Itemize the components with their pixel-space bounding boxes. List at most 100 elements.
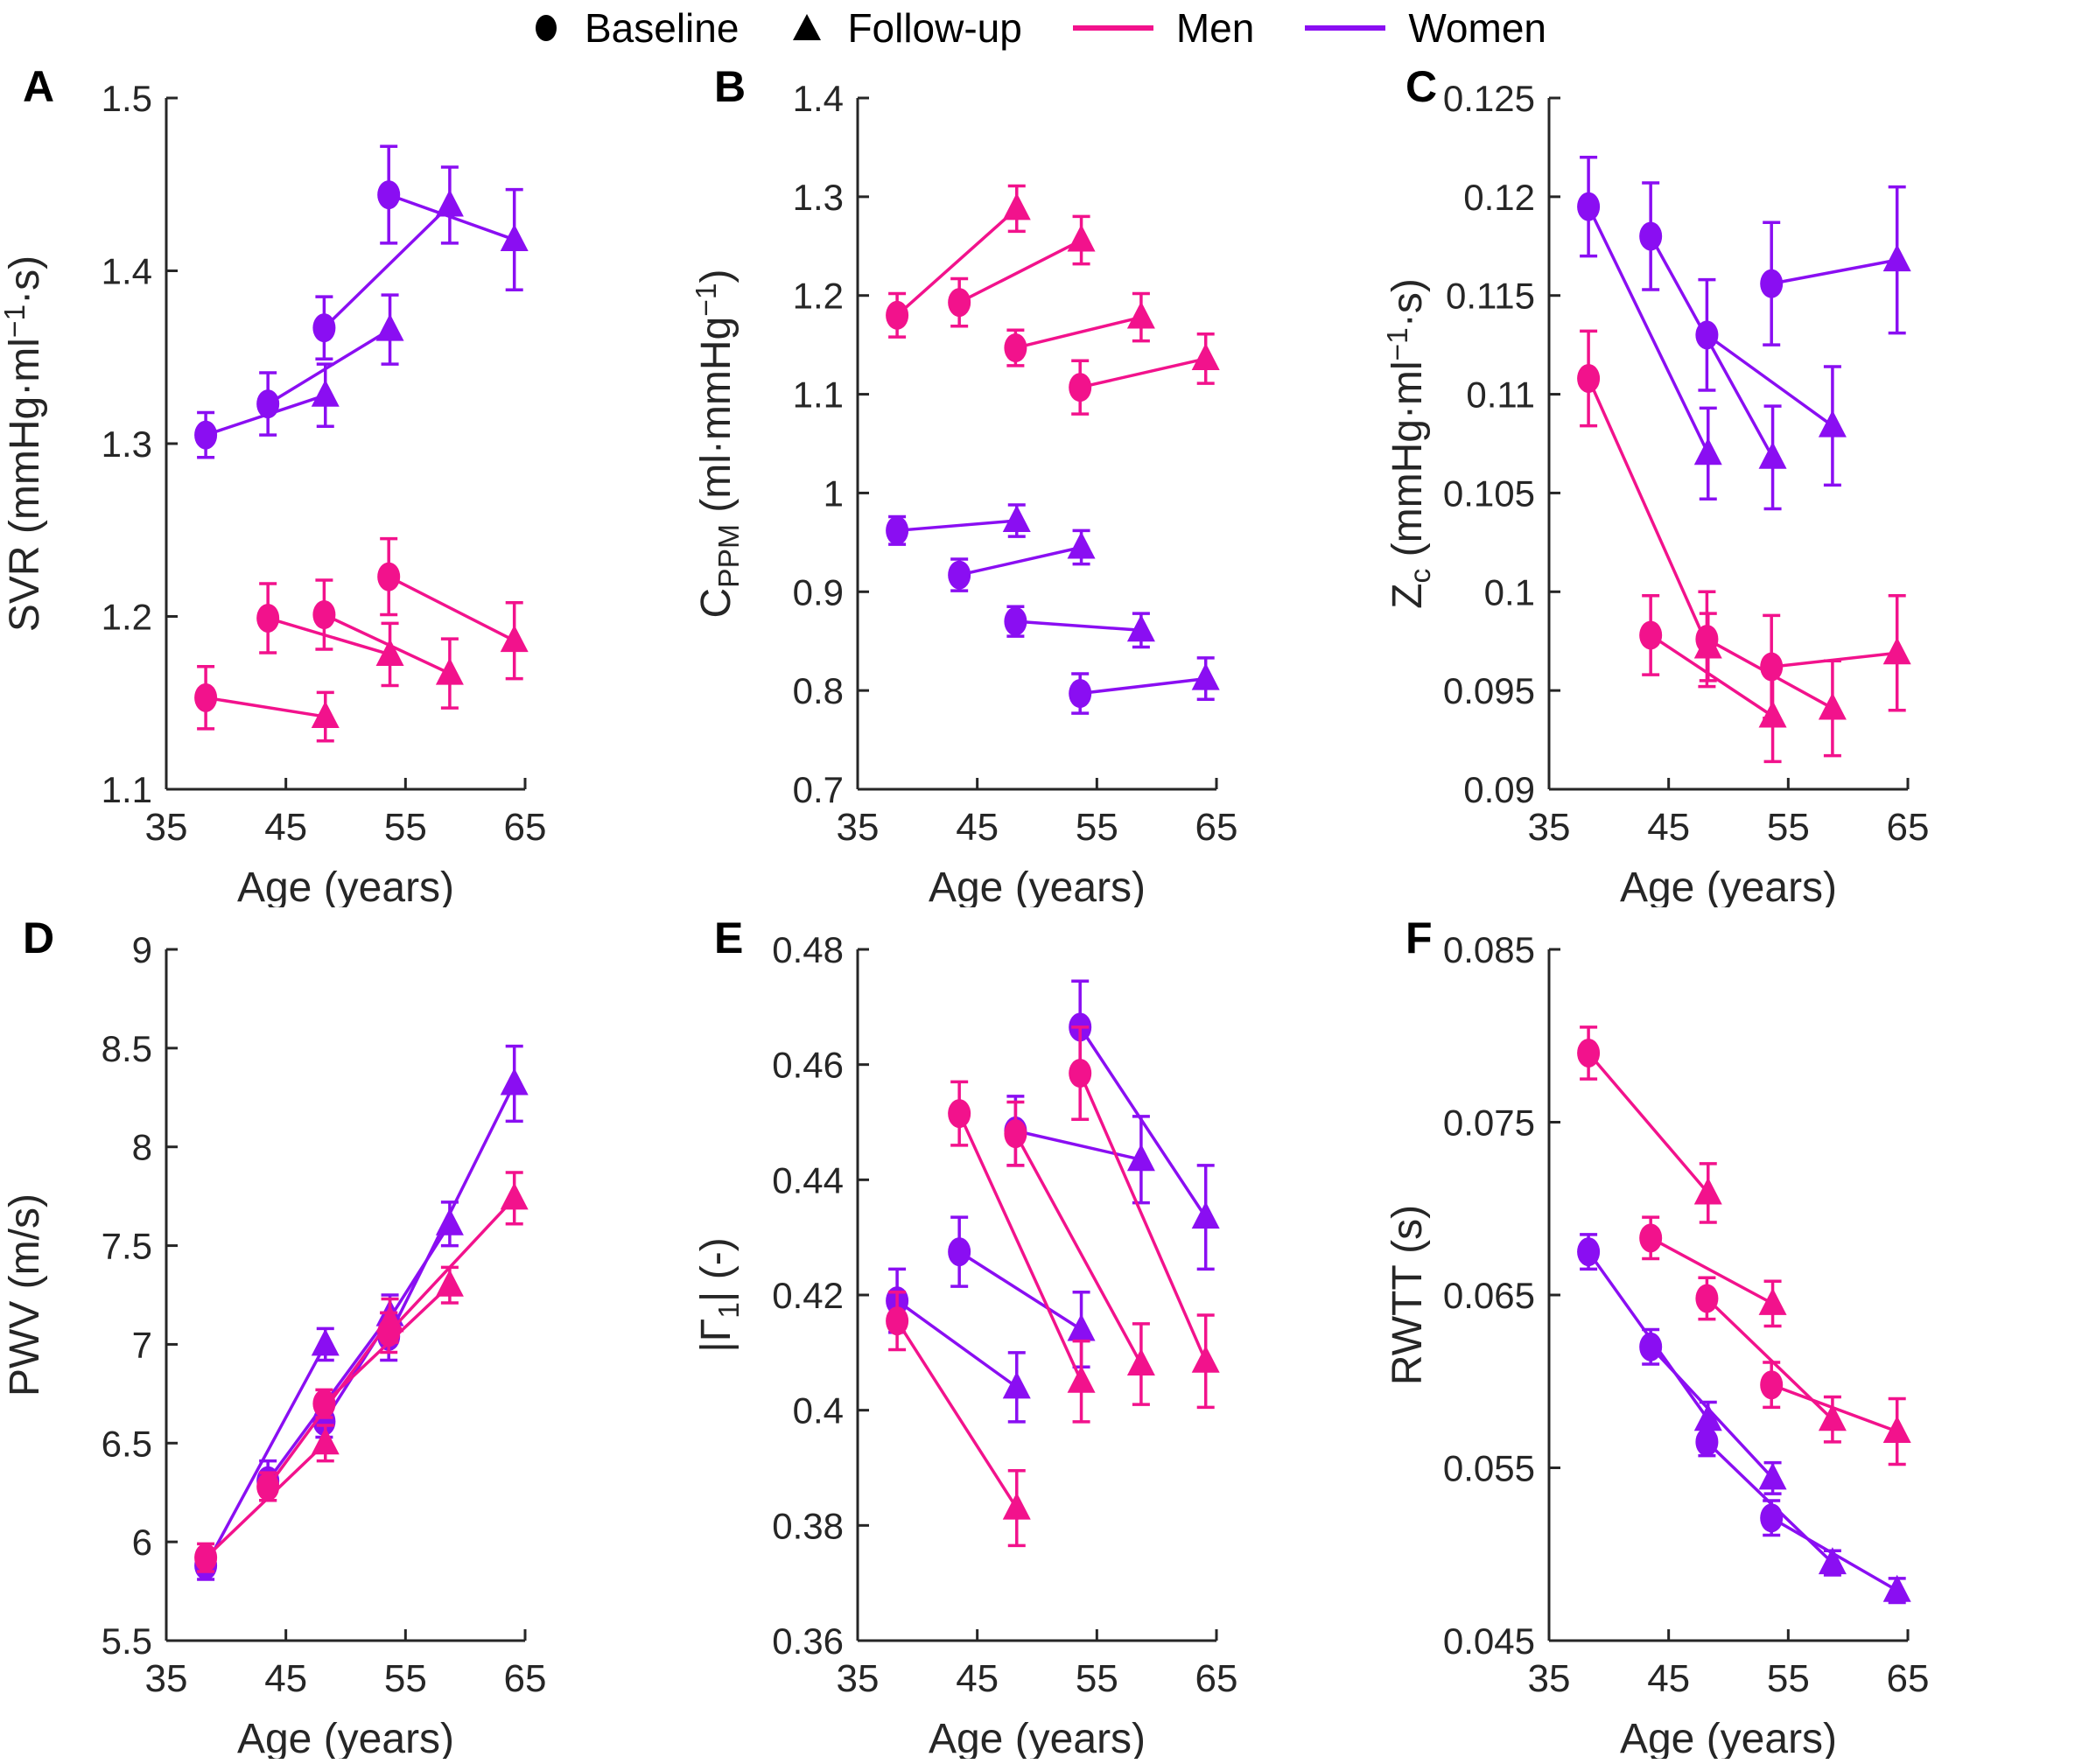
legend-label-followup: Follow-up: [847, 5, 1022, 51]
svg-text:RWTT (s): RWTT (s): [1385, 1205, 1431, 1385]
panel-a: A 35 45 55 65 1.1 1.2 1.3 1.4 1.5 Age (years) SVR …: [0, 56, 691, 907]
svg-text:0.12: 0.12: [1463, 177, 1535, 218]
svg-text:65: 65: [504, 806, 547, 849]
svg-text:Age (years): Age (years): [1620, 1716, 1837, 1759]
svg-text:0.055: 0.055: [1443, 1448, 1535, 1489]
svg-text:5.5: 5.5: [102, 1620, 152, 1662]
panel-e: E 35 45 55 65 0.36 0.38 0.4 0.42 0.44 0.46 0.48 Age…: [691, 907, 1383, 1759]
svg-text:Age (years): Age (years): [237, 1716, 454, 1759]
svg-text:SVR (mmHg·ml−1·s): SVR (mmHg·ml−1·s): [0, 256, 48, 632]
panel-e-plot: 35 45 55 65 0.36 0.38 0.4 0.42 0.44 0.46 0.48 Age (…: [693, 929, 1238, 1759]
svg-text:PWV (m/s): PWV (m/s): [2, 1194, 48, 1396]
svg-text:55: 55: [384, 806, 427, 849]
legend-item-men: Men: [1071, 4, 1254, 52]
legend-label-men: Men: [1175, 5, 1255, 51]
svg-text:0.115: 0.115: [1446, 276, 1535, 317]
panel-a-letter: A: [23, 62, 55, 111]
panel-a-plot: 35 45 55 65 1.1 1.2 1.3 1.4 1.5 Age (years) SVR (m…: [0, 78, 547, 907]
panel-b-letter: B: [714, 62, 747, 111]
figure-legend: Baseline Follow-up Men Women: [0, 0, 2075, 56]
svg-text:45: 45: [1647, 1657, 1690, 1700]
svg-text:6: 6: [132, 1522, 152, 1563]
svg-text:Age (years): Age (years): [1620, 864, 1837, 907]
svg-text:Age (years): Age (years): [929, 864, 1146, 907]
svg-text:0.8: 0.8: [793, 670, 844, 711]
svg-text:1.4: 1.4: [102, 251, 152, 292]
svg-text:55: 55: [1767, 806, 1810, 849]
panel-f-letter: F: [1406, 914, 1433, 962]
svg-text:55: 55: [1076, 806, 1118, 849]
svg-text:8.5: 8.5: [102, 1028, 152, 1069]
svg-text:65: 65: [504, 1657, 547, 1700]
svg-text:1: 1: [824, 472, 844, 514]
svg-text:0.44: 0.44: [772, 1159, 844, 1200]
svg-text:65: 65: [1195, 806, 1238, 849]
baseline-circle-icon: [535, 15, 557, 41]
svg-text:45: 45: [956, 806, 999, 849]
svg-text:45: 45: [264, 1657, 307, 1700]
legend-item-women: Women: [1303, 4, 1546, 52]
panel-b: B 35 45 55 65 0.7 0.8 0.9 1 1.1 1.2 1.3 1.4 Age (yea…: [691, 56, 1383, 907]
svg-text:1.2: 1.2: [793, 276, 844, 317]
svg-text:35: 35: [837, 806, 880, 849]
women-line-icon: [1305, 25, 1386, 31]
svg-text:1.3: 1.3: [102, 424, 152, 465]
svg-text:0.105: 0.105: [1443, 472, 1535, 514]
svg-text:35: 35: [837, 1657, 880, 1700]
panel-e-letter: E: [714, 914, 744, 962]
men-line-icon: [1072, 25, 1153, 31]
svg-text:1.2: 1.2: [102, 597, 152, 638]
svg-text:0.7: 0.7: [793, 769, 844, 810]
svg-text:9: 9: [132, 929, 152, 970]
svg-text:35: 35: [1528, 806, 1571, 849]
svg-text:8: 8: [132, 1127, 152, 1168]
panel-c-plot: 35 45 55 65 0.09 0.095 0.1 0.105 0.11 0.115 0.12 0.…: [1383, 78, 1930, 907]
panel-b-plot: 35 45 55 65 0.7 0.8 0.9 1 1.1 1.2 1.3 1.4 Age (years…: [691, 78, 1238, 907]
svg-text:65: 65: [1195, 1657, 1238, 1700]
legend-label-women: Women: [1408, 5, 1546, 51]
legend-item-followup: Follow-up: [788, 4, 1022, 52]
svg-text:45: 45: [264, 806, 307, 849]
svg-text:45: 45: [956, 1657, 999, 1700]
svg-text:1.3: 1.3: [793, 177, 844, 218]
svg-text:|Γ1| (-): |Γ1| (-): [693, 1237, 746, 1352]
panel-f-plot: 35 45 55 65 0.045 0.055 0.065 0.075 0.085 Age (ye…: [1385, 929, 1930, 1759]
svg-text:6.5: 6.5: [102, 1423, 152, 1464]
svg-text:55: 55: [1767, 1657, 1810, 1700]
svg-text:1.4: 1.4: [793, 78, 844, 119]
svg-text:35: 35: [145, 806, 188, 849]
panel-f: F 35 45 55 65 0.045 0.055 0.065 0.075 0.085 Age (…: [1383, 907, 2074, 1759]
svg-text:0.11: 0.11: [1466, 374, 1535, 416]
svg-text:7.5: 7.5: [102, 1226, 152, 1267]
svg-text:0.125: 0.125: [1443, 78, 1535, 119]
svg-text:0.075: 0.075: [1443, 1102, 1535, 1144]
svg-text:0.9: 0.9: [793, 571, 844, 612]
svg-text:0.085: 0.085: [1443, 929, 1535, 970]
legend-item-baseline: Baseline: [529, 4, 739, 52]
svg-text:Age (years): Age (years): [237, 864, 454, 907]
panel-d-letter: D: [23, 914, 55, 962]
svg-text:1.1: 1.1: [102, 769, 152, 810]
followup-triangle-icon: [793, 14, 822, 40]
svg-text:Age (years): Age (years): [929, 1716, 1146, 1759]
svg-text:0.42: 0.42: [772, 1275, 844, 1316]
legend-label-baseline: Baseline: [584, 5, 740, 51]
svg-text:65: 65: [1887, 806, 1930, 849]
svg-text:1.1: 1.1: [793, 374, 844, 416]
svg-text:55: 55: [1076, 1657, 1118, 1700]
svg-text:0.36: 0.36: [772, 1620, 844, 1662]
svg-text:0.065: 0.065: [1443, 1275, 1535, 1316]
svg-text:0.095: 0.095: [1443, 670, 1535, 711]
panel-c: C 35 45 55 65 0.09 0.095 0.1 0.105 0.11 0.115 0.12…: [1383, 56, 2074, 907]
panel-d-plot: 35 45 55 65 5.5 6 6.5 7 7.5 8 8.5 9 Age (years) PWV (…: [2, 929, 547, 1759]
panel-c-letter: C: [1406, 62, 1438, 111]
svg-text:0.09: 0.09: [1463, 769, 1535, 810]
svg-text:0.48: 0.48: [772, 929, 844, 970]
svg-text:65: 65: [1887, 1657, 1930, 1700]
svg-text:0.38: 0.38: [772, 1505, 844, 1546]
svg-text:35: 35: [145, 1657, 188, 1700]
svg-text:45: 45: [1647, 806, 1690, 849]
svg-text:1.5: 1.5: [102, 78, 152, 119]
svg-text:0.46: 0.46: [772, 1045, 844, 1086]
